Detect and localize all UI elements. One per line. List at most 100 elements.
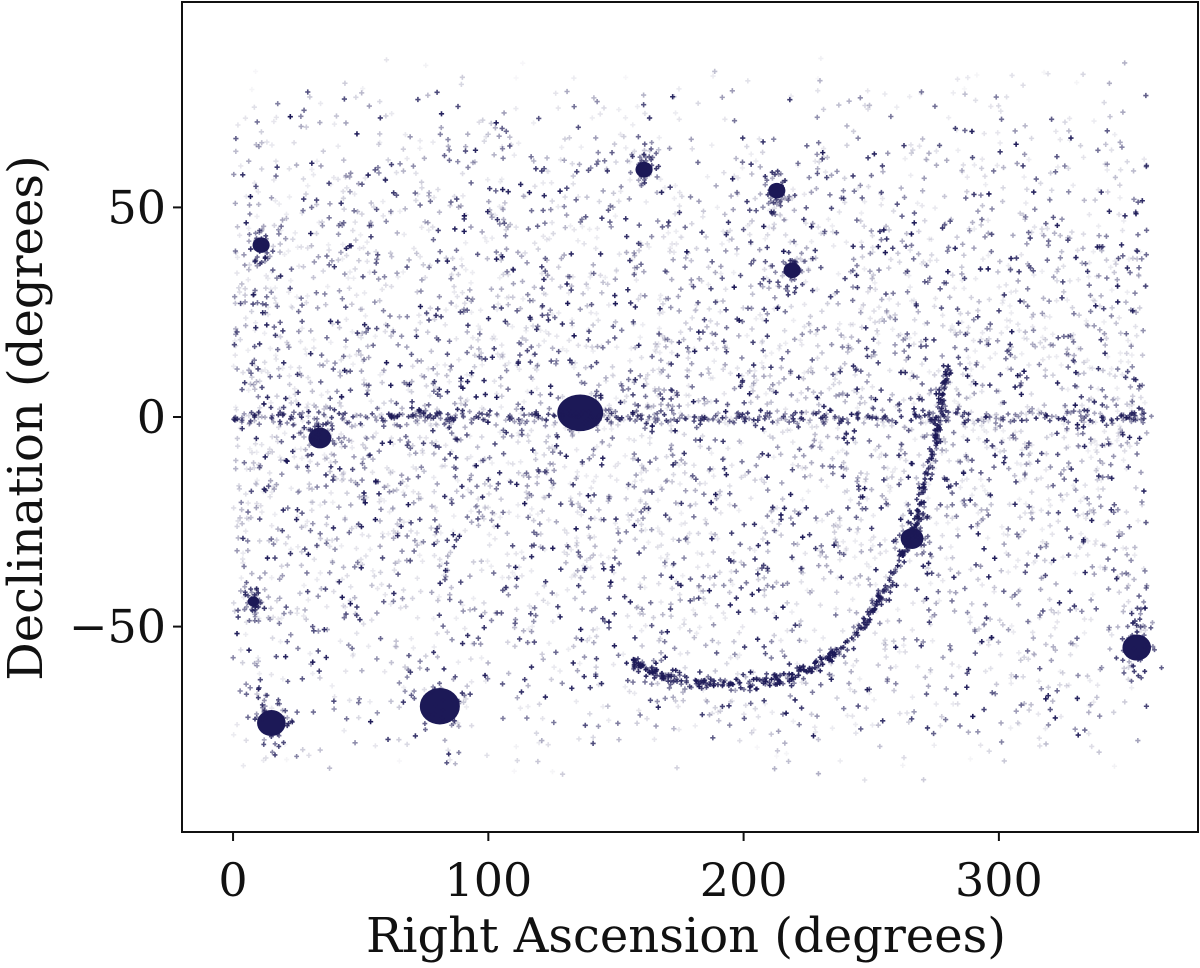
data-point — [262, 586, 268, 593]
data-point — [946, 115, 952, 121]
data-point — [1096, 233, 1102, 239]
data-point — [1047, 706, 1053, 713]
data-point — [565, 300, 571, 306]
data-point — [726, 703, 732, 709]
data-point — [1136, 265, 1142, 271]
data-point — [1104, 161, 1110, 167]
data-point — [883, 291, 889, 297]
data-point — [723, 409, 729, 415]
data-point — [313, 404, 319, 410]
data-point — [951, 574, 957, 580]
data-point — [916, 396, 922, 402]
data-point — [462, 527, 468, 534]
data-point — [638, 292, 644, 299]
data-point — [680, 689, 686, 695]
data-point — [732, 503, 738, 509]
data-point — [868, 537, 874, 543]
data-point — [298, 562, 305, 568]
data-point — [1096, 749, 1102, 755]
data-point — [531, 529, 537, 535]
data-point — [405, 439, 412, 445]
data-point — [675, 703, 681, 710]
data-point — [1020, 163, 1026, 169]
data-point — [268, 536, 274, 542]
data-point — [1052, 647, 1059, 653]
data-point — [967, 394, 973, 400]
data-point — [716, 492, 723, 498]
data-point — [352, 191, 358, 197]
data-point — [908, 395, 914, 402]
data-point — [570, 181, 576, 187]
data-point — [433, 421, 439, 427]
data-point — [1141, 488, 1147, 494]
data-point — [850, 363, 857, 369]
data-point — [573, 542, 580, 549]
data-point — [523, 328, 529, 334]
data-point — [712, 573, 718, 579]
data-point — [473, 394, 479, 400]
data-point — [341, 728, 347, 734]
data-point — [322, 586, 329, 592]
data-point — [869, 722, 876, 728]
data-point — [658, 401, 664, 408]
data-point — [931, 730, 937, 737]
data-point — [536, 701, 543, 707]
data-point — [745, 305, 751, 311]
data-point — [935, 589, 941, 595]
data-point — [547, 461, 553, 467]
data-point — [941, 436, 947, 442]
data-point — [274, 393, 280, 399]
data-point — [418, 588, 424, 595]
data-point — [564, 348, 570, 354]
data-point — [1053, 581, 1059, 587]
data-point — [470, 559, 477, 565]
data-point — [358, 306, 364, 313]
data-point — [1023, 461, 1030, 467]
data-point — [664, 551, 671, 558]
data-point — [535, 361, 541, 367]
data-point — [265, 483, 272, 489]
data-point — [922, 321, 928, 327]
data-point — [546, 492, 552, 499]
data-point — [715, 681, 721, 688]
data-point — [668, 304, 674, 311]
data-point — [870, 272, 876, 278]
data-point — [959, 271, 965, 277]
data-point — [520, 193, 527, 199]
data-point — [699, 551, 705, 557]
data-point — [311, 402, 317, 408]
data-point — [731, 385, 738, 392]
data-point — [875, 244, 881, 250]
data-point — [801, 301, 808, 308]
data-point — [388, 382, 394, 388]
data-point — [1088, 597, 1094, 603]
data-point — [720, 366, 726, 372]
data-point — [269, 142, 275, 148]
data-point — [987, 492, 994, 498]
data-point — [506, 509, 512, 515]
data-point — [642, 425, 648, 431]
data-point — [380, 198, 386, 205]
data-point — [273, 352, 279, 359]
data-point — [665, 295, 671, 302]
data-point — [335, 257, 341, 263]
data-point — [700, 588, 706, 594]
data-point — [414, 615, 421, 621]
data-point — [1041, 344, 1047, 351]
data-point — [901, 642, 907, 648]
data-point — [870, 512, 876, 519]
data-point — [295, 244, 301, 250]
data-point — [744, 143, 750, 150]
data-point — [503, 584, 509, 591]
data-point — [920, 419, 926, 426]
data-point — [783, 340, 789, 346]
data-point — [847, 321, 854, 328]
data-point — [531, 618, 537, 625]
data-point — [459, 74, 465, 80]
data-point — [402, 664, 408, 670]
data-point — [1050, 342, 1056, 348]
data-point — [662, 335, 668, 341]
data-point — [558, 255, 565, 262]
data-point — [395, 274, 401, 280]
data-point — [588, 301, 595, 308]
